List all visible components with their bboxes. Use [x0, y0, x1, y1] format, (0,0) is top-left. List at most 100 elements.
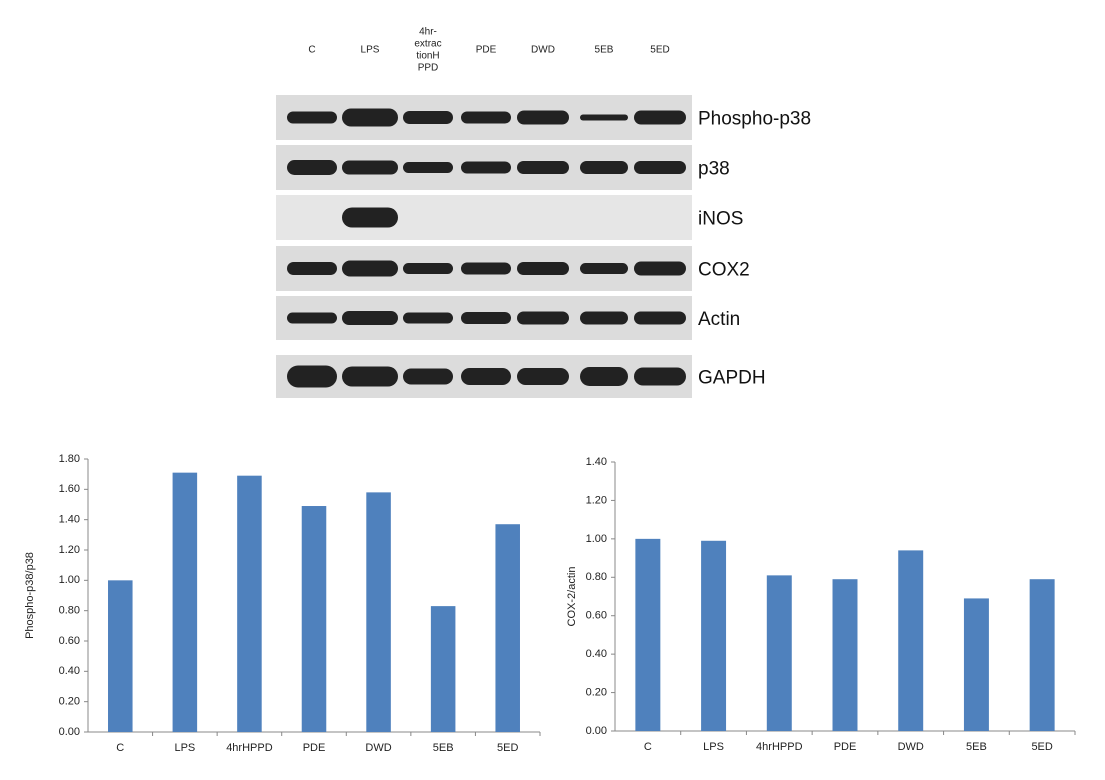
x-tick-label: 4hrHPPD: [226, 742, 273, 754]
blot-strip: [276, 195, 692, 240]
y-tick-label: 0.00: [586, 725, 607, 737]
y-axis-label: COX-2/actin: [566, 567, 578, 627]
band: [580, 367, 628, 386]
lane-label: PPD: [418, 63, 439, 74]
band: [342, 160, 398, 175]
y-tick-label: 0.40: [586, 648, 607, 660]
band: [403, 368, 453, 385]
bar: [301, 506, 327, 732]
y-tick-label: 1.60: [59, 483, 80, 495]
band: [342, 260, 398, 277]
band: [403, 312, 453, 324]
row-label: Actin: [698, 309, 740, 330]
band: [342, 311, 398, 325]
y-tick-label: 1.20: [59, 544, 80, 556]
band: [634, 311, 686, 325]
y-tick-label: 1.40: [586, 456, 607, 468]
band: [287, 262, 337, 275]
x-tick-label: 5ED: [497, 742, 518, 754]
x-tick-label: C: [116, 742, 124, 754]
bar-chart: 0.00 0.20 0.40 0.60 0.80 1.00 1.20 1.40 1.60 1.80…: [24, 453, 541, 754]
y-tick-label: 1.40: [59, 514, 80, 526]
band: [580, 311, 628, 325]
row-label: p38: [698, 159, 730, 180]
band: [634, 261, 686, 276]
band: [403, 162, 453, 173]
x-tick-label: DWD: [365, 742, 391, 754]
band: [287, 365, 337, 388]
band: [517, 368, 569, 385]
lane-label: C: [308, 45, 315, 56]
y-tick-label: 1.20: [586, 494, 607, 506]
bar: [766, 575, 792, 731]
band: [403, 111, 453, 124]
band: [517, 110, 569, 125]
bar: [172, 472, 198, 732]
x-tick-label: 5EB: [966, 741, 987, 753]
x-tick-label: PDE: [303, 742, 326, 754]
row-label: COX2: [698, 260, 750, 281]
bar: [963, 598, 989, 731]
bar: [430, 606, 456, 732]
lane-label: 4hr-: [419, 27, 437, 38]
bar: [495, 524, 520, 732]
x-tick-label: 5ED: [1031, 741, 1052, 753]
y-tick-label: 0.00: [59, 726, 80, 738]
x-tick-label: C: [644, 741, 652, 753]
band: [634, 161, 686, 174]
y-axis-label: Phospho-p38/p38: [24, 552, 36, 639]
bar: [701, 540, 727, 731]
band: [287, 312, 337, 324]
band: [461, 312, 511, 324]
charts: 0.00 0.20 0.40 0.60 0.80 1.00 1.20 1.40 1.60 1.80…: [24, 453, 1076, 754]
bar: [898, 550, 924, 731]
lane-label: 5ED: [650, 45, 669, 56]
bar-chart: 0.00 0.20 0.40 0.60 0.80 1.00 1.20 1.40 COX-2/ac…: [566, 456, 1076, 753]
lane-label: PDE: [476, 45, 497, 56]
y-tick-label: 1.00: [586, 533, 607, 545]
band: [517, 311, 569, 325]
x-tick-label: DWD: [898, 741, 924, 753]
x-tick-label: 5EB: [433, 742, 454, 754]
y-tick-label: 0.20: [59, 696, 80, 708]
y-tick-label: 0.20: [586, 686, 607, 698]
band: [580, 114, 628, 121]
y-tick-label: 0.80: [586, 571, 607, 583]
band: [287, 160, 337, 175]
x-tick-label: 4hrHPPD: [756, 741, 803, 753]
y-tick-label: 0.60: [59, 635, 80, 647]
band: [517, 161, 569, 174]
band: [517, 262, 569, 275]
band: [403, 263, 453, 274]
band: [287, 111, 337, 124]
lane-label: extrac: [414, 39, 441, 50]
lane-label: DWD: [531, 45, 555, 56]
band: [634, 367, 686, 386]
lane-label: tionH: [416, 51, 439, 62]
x-tick-label: LPS: [703, 741, 724, 753]
band: [580, 161, 628, 174]
row-label: Phospho-p38: [698, 109, 811, 130]
bar: [635, 538, 661, 731]
y-tick-label: 1.80: [59, 453, 80, 465]
row-label: iNOS: [698, 209, 743, 230]
band: [342, 207, 398, 228]
x-tick-label: LPS: [174, 742, 195, 754]
bar: [237, 475, 262, 732]
band: [342, 108, 398, 127]
x-tick-label: PDE: [834, 741, 857, 753]
lane-label: 5EB: [595, 45, 614, 56]
y-tick-label: 0.40: [59, 665, 80, 677]
band: [461, 111, 511, 124]
bar: [1029, 579, 1055, 731]
y-tick-label: 0.80: [59, 605, 80, 617]
band: [634, 110, 686, 125]
band: [580, 263, 628, 274]
bar: [832, 579, 858, 731]
bar: [108, 580, 133, 732]
band: [461, 161, 511, 174]
bar: [366, 492, 391, 732]
y-tick-label: 1.00: [59, 574, 80, 586]
